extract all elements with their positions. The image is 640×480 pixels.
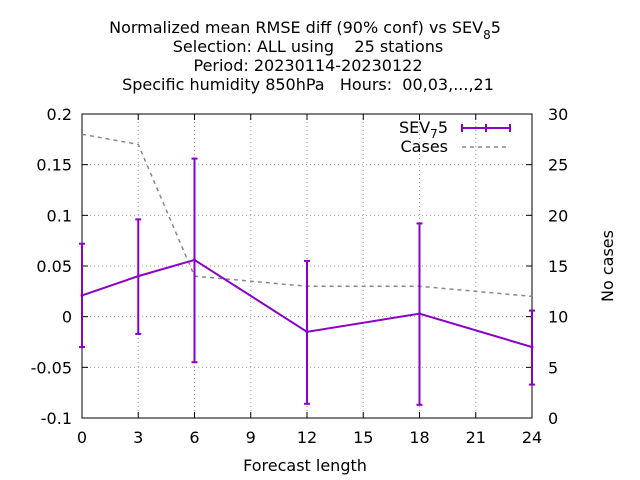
chart-title: Normalized mean RMSE diff (90% conf) vs … bbox=[109, 18, 501, 94]
x-tick-label: 3 bbox=[133, 428, 143, 447]
title-line-2: Selection: ALL using 25 stations bbox=[173, 37, 443, 56]
y2-tick-label: 0 bbox=[548, 409, 558, 428]
title-line-3: Period: 20230114-20230122 bbox=[193, 56, 422, 75]
x-tick-label: 9 bbox=[246, 428, 256, 447]
data-point bbox=[193, 258, 196, 262]
legend: SEV75 Cases bbox=[399, 118, 511, 156]
x-axis-ticks: 0 3 6 9 12 15 18 21 24 bbox=[77, 114, 542, 447]
series bbox=[79, 133, 535, 406]
y2-tick-label: 15 bbox=[548, 257, 568, 276]
data-point bbox=[418, 312, 421, 316]
y2-tick-label: 5 bbox=[548, 358, 558, 377]
y-tick-label: 0.05 bbox=[36, 257, 72, 276]
x-tick-label: 6 bbox=[189, 428, 199, 447]
x-tick-label: 21 bbox=[466, 428, 486, 447]
y2-tick-label: 25 bbox=[548, 156, 568, 175]
title-line-1: Normalized mean RMSE diff (90% conf) vs … bbox=[109, 18, 501, 42]
y-tick-label: 0.15 bbox=[36, 156, 72, 175]
data-point bbox=[80, 293, 84, 297]
data-point bbox=[530, 345, 534, 349]
title-line-4: Specific humidity 850hPa Hours: 00,03,..… bbox=[122, 75, 494, 94]
y-tick-label: 0.2 bbox=[47, 105, 72, 124]
y2-tick-label: 10 bbox=[548, 308, 568, 327]
y-tick-label: 0 bbox=[62, 308, 72, 327]
y-tick-label: 0.1 bbox=[47, 206, 72, 225]
x-tick-label: 12 bbox=[297, 428, 317, 447]
data-point bbox=[136, 274, 140, 278]
data-point bbox=[305, 330, 309, 334]
x-axis-label: Forecast length bbox=[243, 456, 367, 475]
y2-axis-label: No cases bbox=[598, 230, 617, 302]
y2-tick-label: 30 bbox=[548, 105, 568, 124]
legend-swatch-sev bbox=[461, 124, 511, 132]
legend-label-sev: SEV75 bbox=[399, 118, 448, 141]
legend-label-cases: Cases bbox=[401, 137, 449, 156]
y-tick-label: -0.1 bbox=[41, 409, 72, 428]
y2-tick-label: 20 bbox=[548, 206, 568, 225]
x-tick-label: 18 bbox=[409, 428, 429, 447]
x-tick-label: 15 bbox=[353, 428, 373, 447]
y-axis-ticks: -0.1 -0.05 0 0.05 0.1 0.15 0.2 bbox=[31, 105, 88, 428]
y2-axis-ticks: 0 5 10 15 20 25 30 bbox=[526, 105, 568, 428]
x-tick-label: 24 bbox=[522, 428, 542, 447]
y-tick-label: -0.05 bbox=[31, 358, 72, 377]
series-line-sev bbox=[81, 258, 533, 349]
x-tick-label: 0 bbox=[77, 428, 87, 447]
